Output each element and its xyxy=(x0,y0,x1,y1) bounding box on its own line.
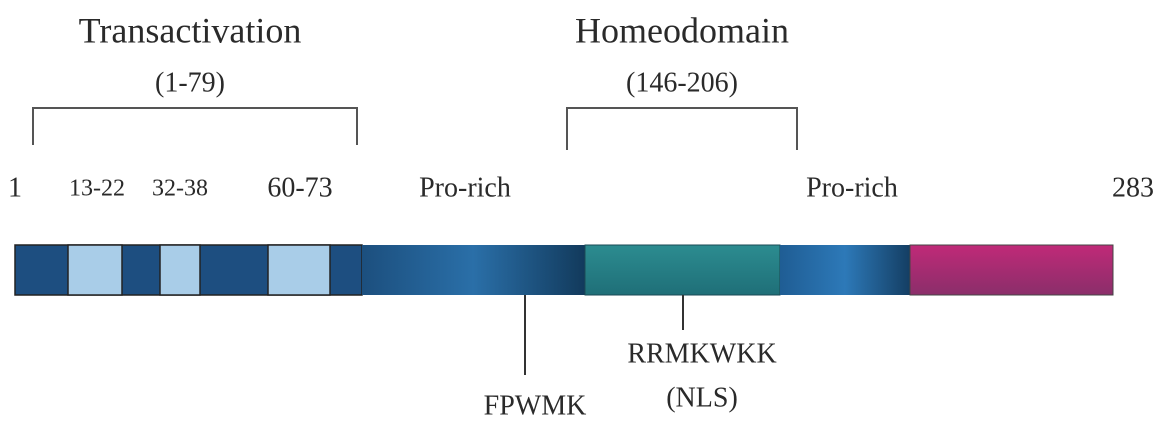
motif-label: 32-38 xyxy=(152,176,208,202)
region-label: Pro-rich xyxy=(806,172,898,203)
annotation-note: (NLS) xyxy=(666,382,738,413)
motif-box xyxy=(267,244,331,296)
position-label: 1 xyxy=(8,172,22,203)
motif-box xyxy=(67,244,123,296)
position-label: 283 xyxy=(1112,172,1154,203)
segment xyxy=(362,245,585,295)
bracket xyxy=(32,107,358,145)
segment xyxy=(584,244,781,296)
domain-title: Transactivation xyxy=(79,10,302,50)
motif-label: 60-73 xyxy=(267,172,332,203)
motif-label: 13-22 xyxy=(69,176,125,202)
segment xyxy=(909,244,1114,296)
annotation-label: RRMKWKK xyxy=(627,338,776,369)
region-label: Pro-rich xyxy=(419,172,511,203)
annotation-label: FPWMK xyxy=(484,390,587,421)
domain-range: (146-206) xyxy=(626,67,738,98)
segment xyxy=(780,245,910,295)
motif-box xyxy=(159,244,201,296)
domain-title: Homeodomain xyxy=(575,10,789,50)
protein-bar xyxy=(14,244,1114,296)
bracket xyxy=(566,107,798,150)
domain-range: (1-79) xyxy=(155,67,225,98)
